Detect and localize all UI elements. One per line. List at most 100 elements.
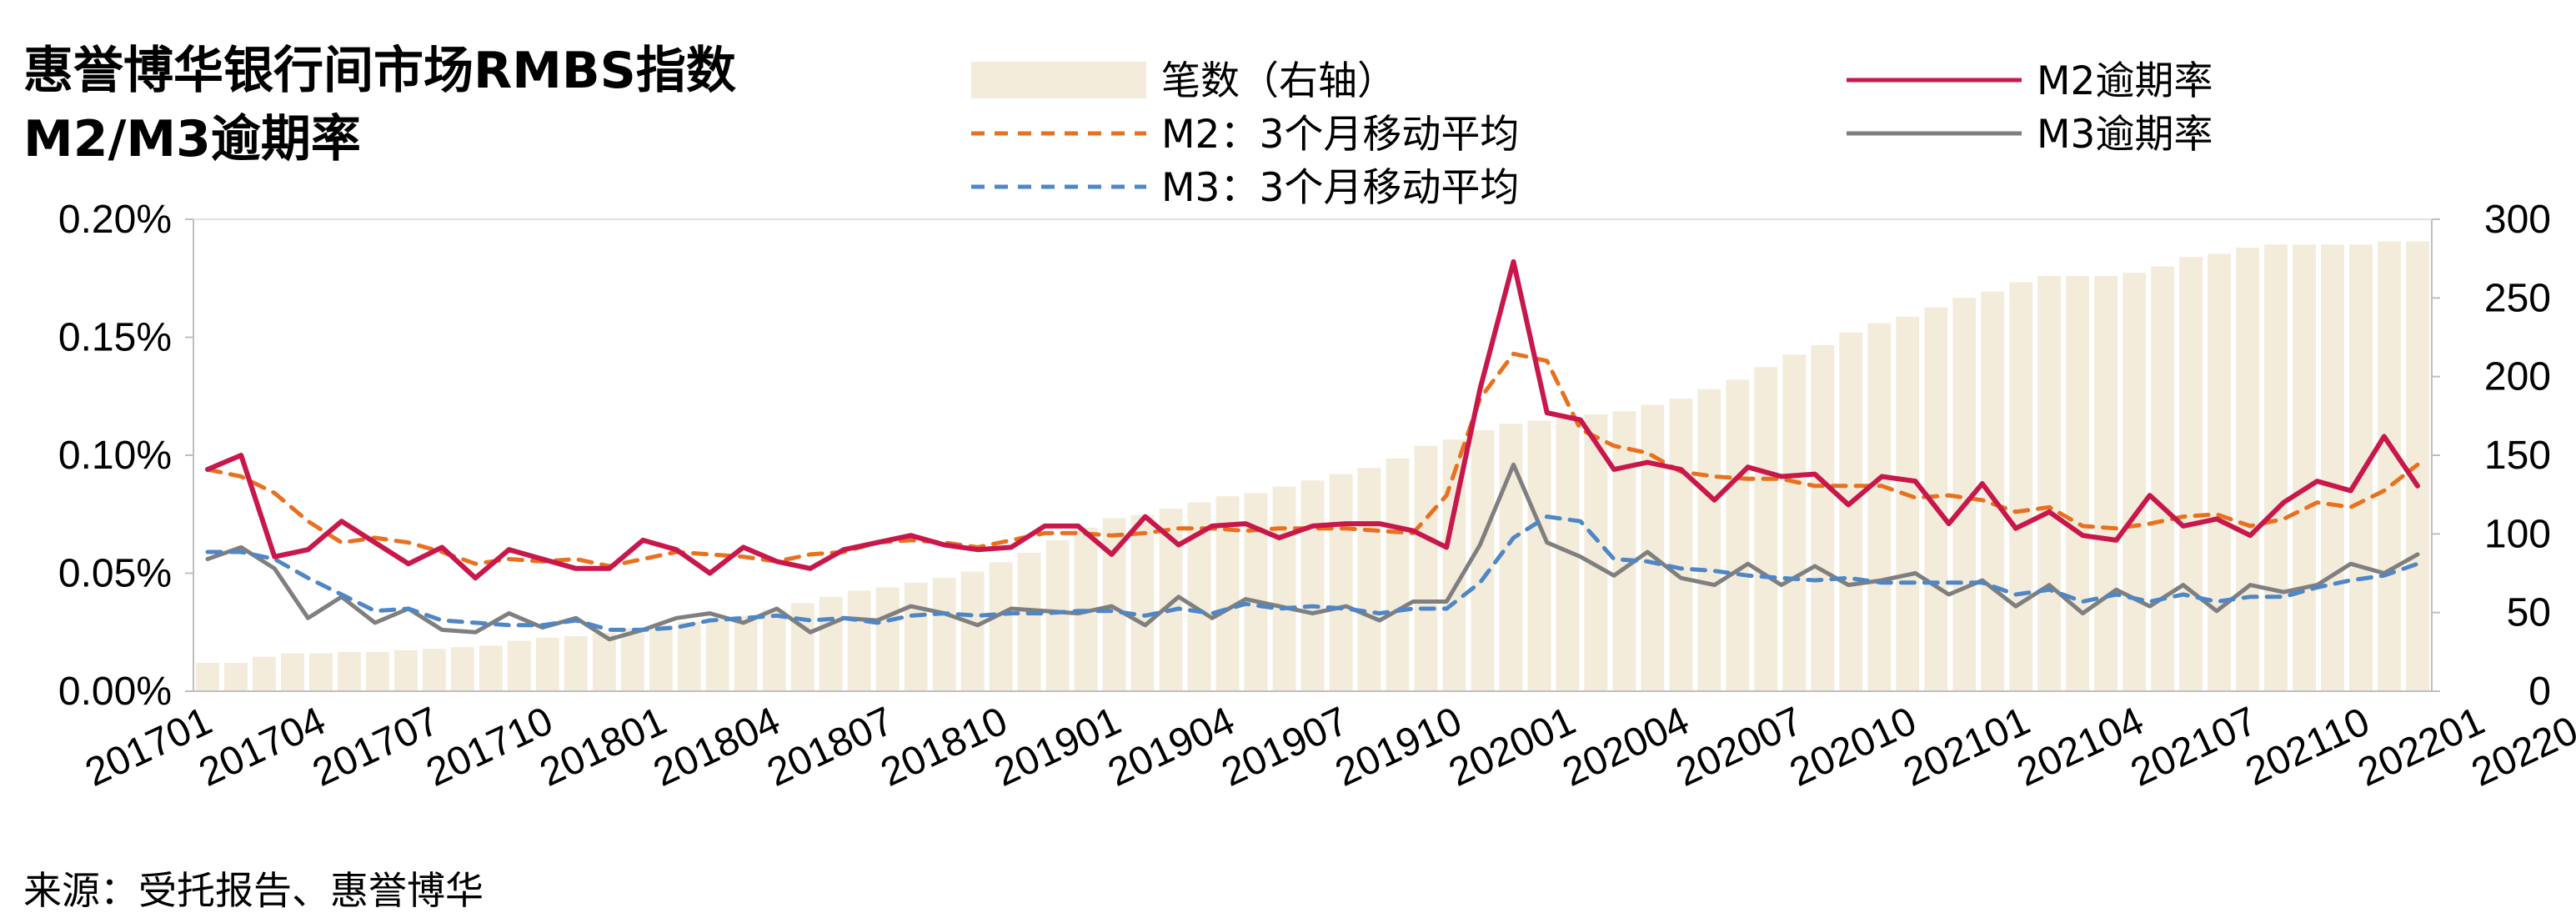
bar-count (1981, 291, 2005, 691)
legend-item-bar-count-swatch (971, 62, 1146, 98)
series-line-m3-avg (205, 514, 2420, 632)
bar-count (1414, 445, 1438, 691)
bar-count (592, 633, 616, 691)
bar-count (2264, 244, 2288, 691)
bar-count (875, 587, 900, 691)
bar-count (1584, 414, 1608, 691)
x-tick-label: 202104 (2011, 699, 2151, 795)
bar-count (904, 582, 928, 691)
legend-item-bar-count-label: 笔数（右轴） (1161, 58, 1396, 104)
y-left-tick-label: 0.20% (58, 198, 172, 242)
bar-count (2378, 241, 2401, 691)
bar-count (1669, 399, 1693, 691)
bar-count (960, 571, 985, 691)
bar-count (1896, 317, 1920, 691)
bar-count (479, 645, 503, 691)
x-tick-label: 201707 (306, 699, 446, 795)
bar-count (2349, 244, 2373, 691)
bar-count (1329, 474, 1353, 691)
bars-layer (196, 241, 2429, 691)
series-line-m2-avg (205, 351, 2420, 569)
x-tick-label: 202204 (2465, 699, 2576, 795)
x-tick-label: 202001 (1442, 699, 1582, 795)
y-left-tick-label: 0.00% (58, 670, 172, 714)
x-tick-label: 202010 (1783, 699, 1923, 795)
bar-count (2122, 273, 2147, 691)
bar-count (423, 649, 446, 691)
x-tick-label: 202110 (2239, 700, 2376, 795)
bar-count (1839, 332, 1863, 691)
bar-count (281, 653, 304, 691)
x-tick-label: 201901 (988, 699, 1128, 795)
bar-count (2179, 257, 2203, 691)
x-tick-label: 202201 (2352, 699, 2492, 795)
bar-count (2293, 244, 2316, 691)
y-left-tick-label: 0.15% (58, 316, 172, 360)
bar-count (762, 609, 786, 691)
bar-count (564, 636, 588, 691)
bar-count (394, 650, 418, 691)
bar-count (2066, 275, 2090, 691)
bar-count (1867, 323, 1892, 691)
chart-title: 惠誉博华银行间市场RMBS指数 M2/M3逾期率 (23, 37, 736, 173)
bar-count (1726, 379, 1750, 691)
x-tick-label: 201704 (193, 699, 333, 795)
legend-item-m3-avg-label: M3：3个月移动平均 (1161, 165, 1519, 211)
y-right-tick-label: 200 (2484, 355, 2551, 399)
y-right-tick-label: 100 (2484, 512, 2551, 556)
y-right-tick-label: 300 (2484, 198, 2551, 242)
bar-count (734, 615, 758, 691)
y-right-tick-label: 250 (2484, 276, 2551, 320)
bar-count (1272, 486, 1296, 691)
bar-count (932, 578, 956, 691)
bar-count (1499, 424, 1523, 691)
bar-count (1612, 411, 1636, 691)
bar-count (253, 656, 276, 691)
y-left-tick-label: 0.05% (58, 552, 172, 596)
bar-count (1045, 539, 1070, 691)
x-tick-label: 202101 (1897, 699, 2037, 795)
bar-count (677, 622, 701, 691)
legend: 笔数（右轴） M2：3个月移动平均 M3：3个月移动平均 M2逾期率 M3逾期率 (971, 58, 2213, 211)
bar-count (1697, 389, 1722, 691)
bar-count (1811, 344, 1835, 691)
bar-count (1301, 480, 1325, 691)
bar-count (338, 651, 361, 691)
bar-count (1357, 468, 1381, 691)
bar-count (535, 637, 559, 691)
x-tick-label: 201801 (534, 699, 674, 795)
legend-item-m2-avg-label: M2：3个月移动平均 (1161, 112, 1519, 158)
bar-count (1782, 354, 1807, 691)
bar-count (2094, 275, 2118, 691)
bar-count (2037, 275, 2062, 691)
chart-title-line2: M2/M3逾期率 (23, 110, 361, 168)
x-tick-label: 201807 (760, 699, 900, 795)
series-line-m2 (205, 258, 2420, 581)
bar-count (366, 651, 389, 691)
x-tick-label: 201804 (647, 699, 787, 795)
bar-count (2208, 253, 2232, 691)
bar-count (989, 562, 1013, 691)
bar-count (1386, 458, 1410, 691)
bar-count (224, 663, 248, 691)
source-note: 来源：受托报告、惠誉博华 (23, 868, 484, 913)
bar-count (1641, 404, 1665, 691)
bar-count (2321, 244, 2344, 691)
bar-count (1471, 429, 1495, 691)
bar-count (2236, 248, 2259, 691)
x-tick-label: 202007 (1670, 699, 1810, 795)
x-tick-label: 201907 (1215, 699, 1356, 795)
bar-count (309, 653, 333, 691)
legend-item-m2-label: M2逾期率 (2037, 58, 2213, 104)
bar-count (847, 590, 871, 691)
x-tick-label: 202107 (2124, 699, 2264, 795)
bar-count (507, 640, 531, 691)
bar-count (2151, 266, 2175, 691)
legend-item-m3-label: M3逾期率 (2037, 112, 2213, 158)
y-right-tick-label: 50 (2507, 591, 2551, 635)
bar-count (705, 619, 729, 691)
bar-count (1017, 553, 1041, 691)
bar-count (1527, 420, 1551, 691)
x-tick-label: 201810 (875, 699, 1015, 795)
